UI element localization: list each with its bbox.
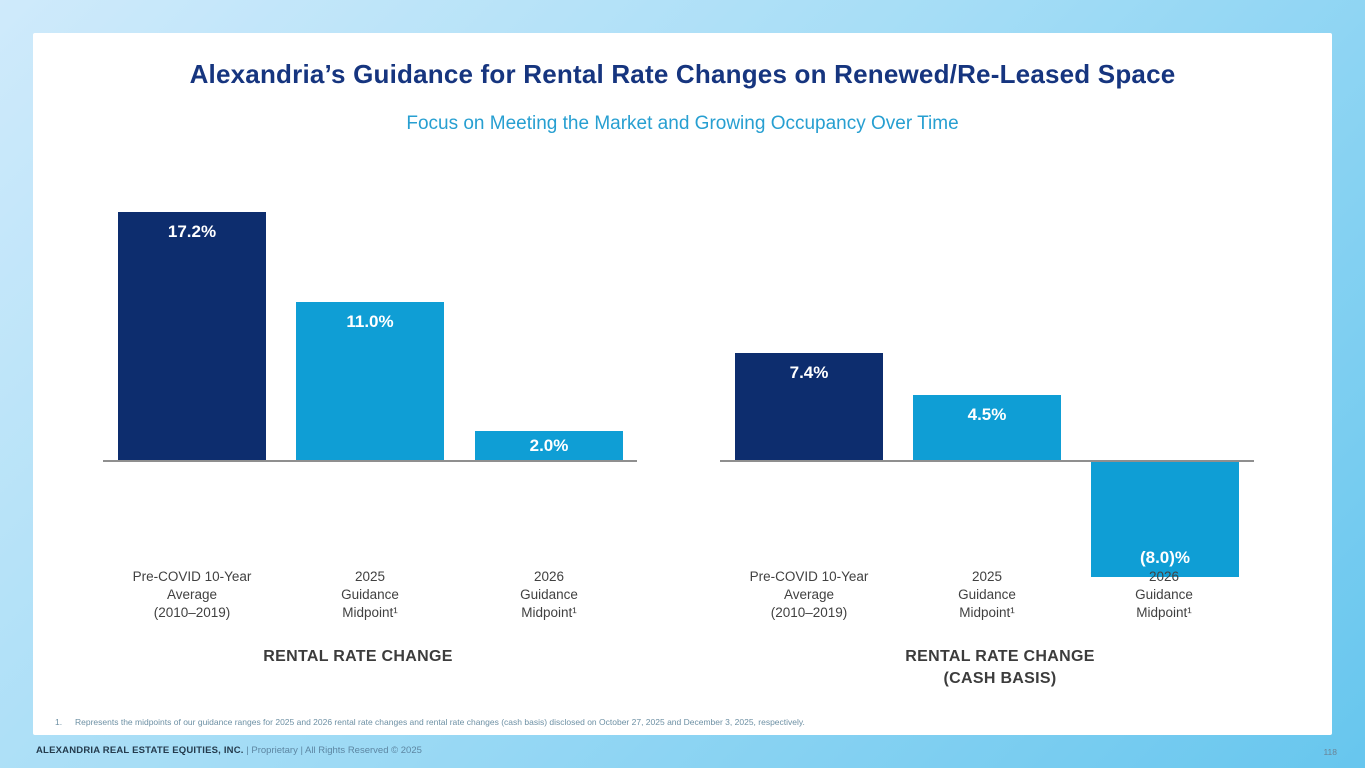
bar-value-label: 11.0%	[346, 311, 394, 331]
bar-2025-guidance-midpoint: 11.0%	[296, 301, 444, 460]
category-label-2025: 2025 Guidance Midpoint¹	[341, 569, 399, 620]
bar-2026-guidance-midpoint: 2.0%	[475, 431, 623, 460]
bar-2026-guidance-midpoint-cash: (8.0)%	[1091, 462, 1239, 578]
chart-title-rental-rate-change-cash: RENTAL RATE CHANGE (CASH BASIS)	[905, 648, 1095, 687]
footnote-number: 1.	[55, 717, 63, 727]
slide-card: Alexandria’s Guidance for Rental Rate Ch…	[33, 33, 1332, 735]
category-label-2025-cash: 2025 Guidance Midpoint¹	[958, 569, 1016, 620]
bar-2025-guidance-midpoint-cash: 4.5%	[913, 395, 1061, 460]
bar-value-label: 2.0%	[529, 435, 569, 455]
category-label-pre-covid-cash: Pre-COVID 10-Year Average (2010–2019)	[749, 569, 869, 620]
x-axis-baseline	[720, 460, 1254, 462]
rental-rate-change-cash-basis-chart: 7.4% 4.5% (8.0)%	[720, 200, 1254, 582]
category-label-pre-covid: Pre-COVID 10-Year Average (2010–2019)	[132, 569, 252, 620]
footnote-text: Represents the midpoints of our guidance…	[75, 717, 805, 727]
bar-pre-covid-average-cash: 7.4%	[735, 353, 883, 460]
bar-value-label: 17.2%	[167, 222, 217, 242]
footnote: 1. Represents the midpoints of our guida…	[55, 717, 1255, 727]
bar-value-label: 7.4%	[789, 363, 829, 383]
category-label-2026-cash: 2026 Guidance Midpoint¹	[1135, 569, 1193, 620]
rental-rate-change-chart: 17.2% 11.0% 2.0%	[103, 200, 637, 582]
x-axis-baseline	[103, 460, 637, 462]
page-number: 118	[1323, 747, 1337, 757]
category-label-2026: 2026 Guidance Midpoint¹	[520, 569, 578, 620]
footer: ALEXANDRIA REAL ESTATE EQUITIES, INC. | …	[36, 745, 422, 756]
slide-subtitle: Focus on Meeting the Market and Growing …	[406, 113, 959, 134]
bar-value-label: (8.0)%	[1139, 548, 1191, 568]
bar-pre-covid-average: 17.2%	[118, 212, 266, 460]
slide-title: Alexandria’s Guidance for Rental Rate Ch…	[189, 59, 1176, 89]
chart-title-rental-rate-change: RENTAL RATE CHANGE	[263, 648, 453, 665]
footer-company-name: ALEXANDRIA REAL ESTATE EQUITIES, INC.	[36, 745, 244, 756]
footer-rights-text: | Proprietary | All Rights Reserved © 20…	[246, 745, 422, 756]
bar-value-label: 4.5%	[967, 405, 1007, 425]
